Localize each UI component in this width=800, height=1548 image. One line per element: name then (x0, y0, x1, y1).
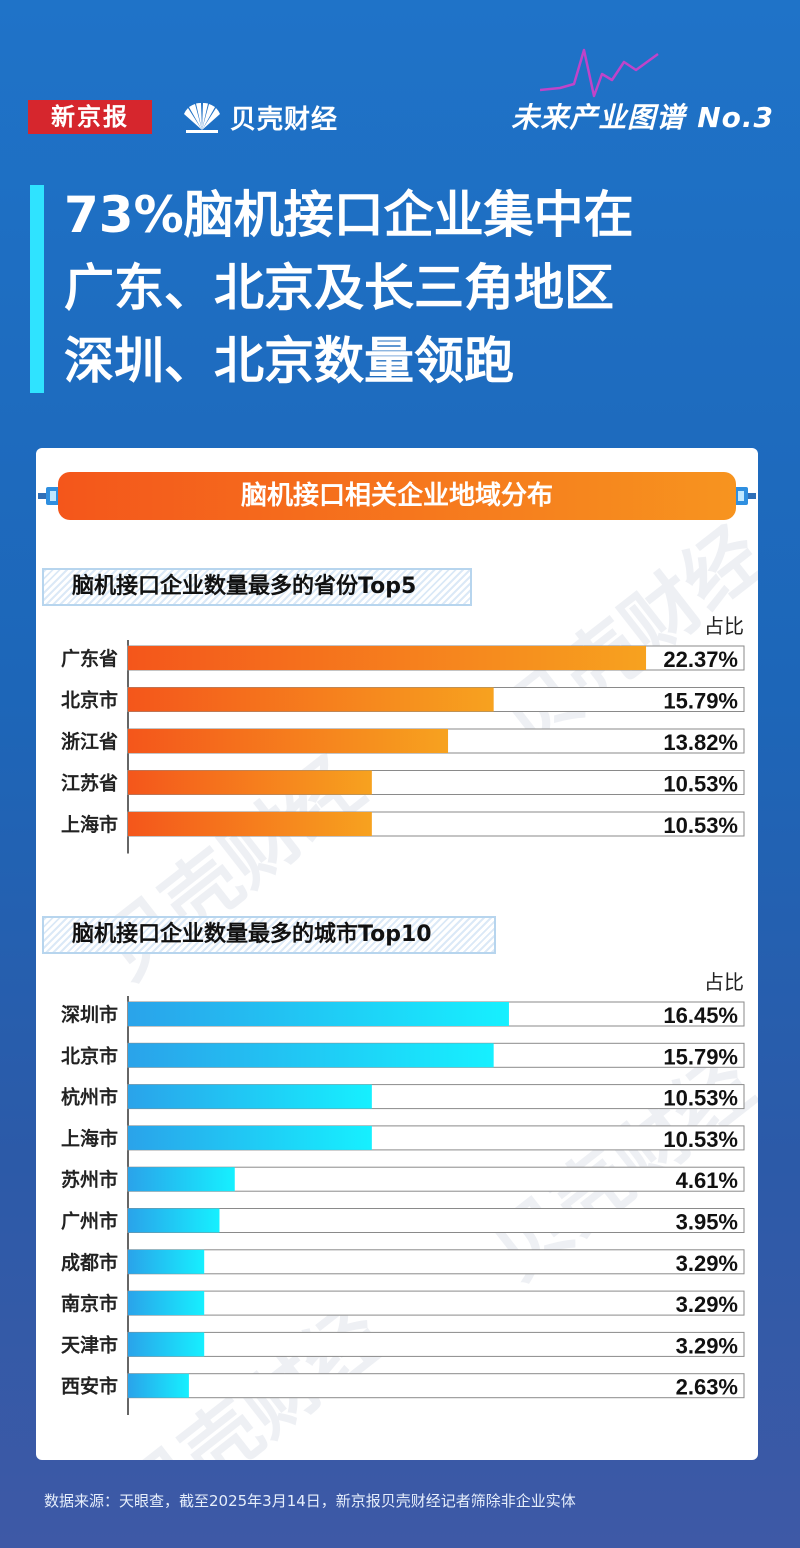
value-label: 10.53% (663, 1086, 738, 1111)
bar (128, 812, 372, 836)
category-label: 杭州市 (61, 1086, 118, 1109)
value-label: 3.29% (676, 1292, 738, 1317)
source-note: 数据来源：天眼查，截至2025年3月14日，新京报贝壳财经记者筛除非企业实体 (44, 1492, 576, 1510)
value-label: 10.53% (663, 772, 738, 797)
header: 新京报 贝壳财经 未来产业图谱 No.3 (0, 0, 800, 150)
bar (128, 1249, 205, 1274)
pulse-line-icon (540, 48, 659, 98)
bar (128, 1084, 372, 1109)
shell-icon (184, 102, 220, 133)
plug-right-icon (734, 487, 756, 505)
series-name: 未来产业图谱 (511, 101, 686, 134)
value-label: 3.95% (676, 1210, 738, 1235)
category-label: 南京市 (61, 1292, 118, 1315)
bar (128, 1332, 205, 1357)
category-label: 广州市 (61, 1210, 118, 1233)
category-label: 北京市 (61, 689, 118, 712)
bar (128, 1208, 220, 1233)
bar (128, 770, 372, 795)
bar (128, 1002, 509, 1026)
category-label: 江苏省 (61, 772, 118, 795)
partner-logo: 贝壳财经 (180, 98, 338, 136)
series-tag: 未来产业图谱 No.3 (511, 96, 774, 136)
category-label: 天津市 (61, 1333, 118, 1356)
category-label: 西安市 (61, 1375, 118, 1398)
bar-track (127, 1249, 745, 1275)
category-label: 成都市 (61, 1251, 118, 1274)
plug-left-icon (38, 487, 60, 505)
value-label: 10.53% (663, 1127, 738, 1152)
city-unit-label: 占比 (704, 970, 744, 994)
value-label: 16.45% (663, 1003, 738, 1028)
city-bar-chart: 深圳市 16.45% 北京市 15.79% 杭州市 10.53% 上海市 10.53% 苏州市 4… (61, 996, 745, 1415)
category-label: 深圳市 (61, 1003, 118, 1026)
bar (128, 1125, 372, 1150)
value-label: 2.63% (676, 1375, 738, 1400)
bar (128, 729, 449, 753)
bar (128, 687, 494, 712)
card-banner: 脑机接口相关企业地域分布 (58, 472, 736, 520)
category-label: 浙江省 (61, 730, 118, 753)
category-label: 北京市 (61, 1044, 118, 1067)
bar-track (127, 1290, 745, 1316)
category-label: 上海市 (61, 1127, 118, 1150)
publisher-logo: 新京报 (28, 100, 152, 134)
bar-track (127, 1373, 745, 1399)
title-line: 广东、北京及长三角地区 (64, 259, 614, 317)
bar (128, 1373, 189, 1398)
headline-accent-bar (30, 185, 44, 393)
city-chart-header: 脑机接口企业数量最多的城市Top10 (42, 916, 496, 954)
city-chart-title: 脑机接口企业数量最多的城市Top10 (72, 922, 432, 947)
province-unit-label: 占比 (704, 614, 744, 638)
bar (128, 646, 647, 670)
value-label: 4.61% (676, 1168, 738, 1193)
value-label: 15.79% (663, 689, 738, 714)
bar (128, 1043, 494, 1068)
title-line: 73%脑机接口企业集中在 (64, 186, 634, 244)
title-line: 深圳、北京数量领跑 (64, 332, 514, 390)
value-label: 3.29% (676, 1333, 738, 1358)
bar-track (127, 1331, 745, 1357)
category-label: 广东省 (61, 647, 118, 670)
page-title: 73%脑机接口企业集中在 广东、北京及长三角地区 深圳、北京数量领跑 (64, 179, 784, 398)
value-label: 13.82% (663, 730, 738, 755)
value-label: 22.37% (663, 647, 738, 672)
bar (128, 1291, 205, 1316)
value-label: 3.29% (676, 1251, 738, 1276)
series-number: No.3 (697, 101, 774, 134)
chart-card: 贝壳财经 贝壳财经 贝壳财经 贝壳财经 脑机接口相关企业地域分布 脑机接口企业数… (36, 448, 758, 1460)
bar (128, 1167, 235, 1192)
bar-track (127, 1208, 745, 1233)
category-label: 苏州市 (61, 1168, 118, 1191)
province-chart-header: 脑机接口企业数量最多的省份Top5 (42, 568, 472, 606)
partner-name: 贝壳财经 (230, 104, 339, 135)
province-chart-title: 脑机接口企业数量最多的省份Top5 (72, 574, 417, 599)
category-label: 上海市 (61, 813, 118, 836)
value-label: 10.53% (663, 813, 738, 838)
value-label: 15.79% (663, 1044, 738, 1069)
province-bar-chart: 广东省 22.37% 北京市 15.79% 浙江省 13.82% 江苏省 10.53% 上海市 1… (61, 640, 745, 854)
